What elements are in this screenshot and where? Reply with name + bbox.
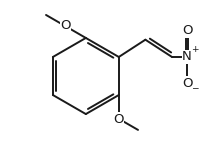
Text: +: + [191,45,199,54]
Text: O: O [114,113,124,126]
Text: N: N [182,50,192,64]
Text: O: O [182,24,192,37]
Text: −: − [191,83,199,92]
Text: O: O [60,19,71,32]
Text: O: O [182,77,192,90]
